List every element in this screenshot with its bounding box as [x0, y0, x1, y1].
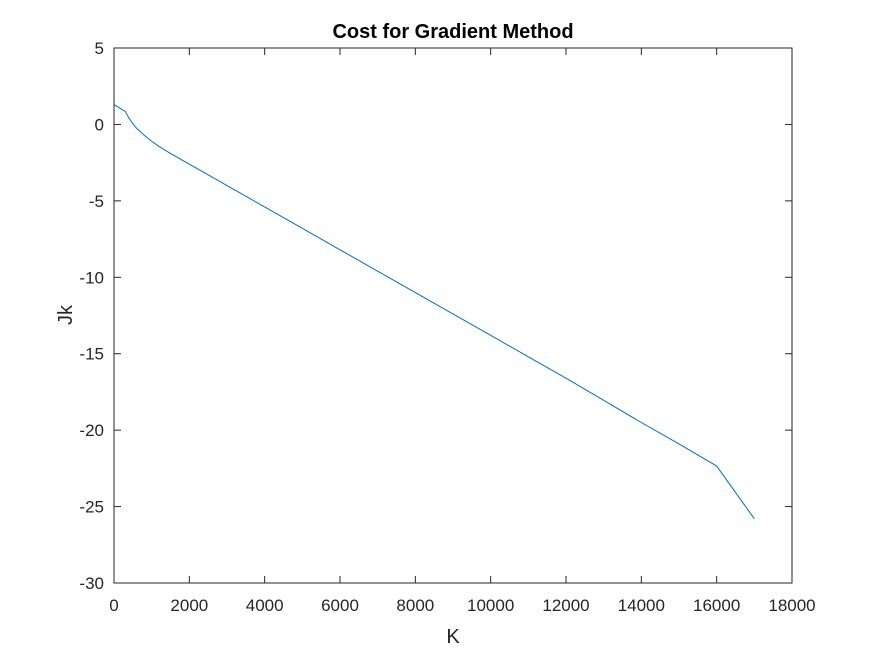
- x-tick-label: 2000: [170, 596, 208, 615]
- x-tick-label: 10000: [467, 596, 514, 615]
- x-axis-label: K: [446, 626, 460, 648]
- y-tick-label: -20: [79, 421, 104, 440]
- x-tick-label: 16000: [693, 596, 740, 615]
- x-axis: 0 2000 4000 6000 8000 10000 12000 14000 16000 180…: [109, 48, 816, 615]
- x-tick-label: 4000: [246, 596, 284, 615]
- y-tick-label: 0: [95, 115, 104, 134]
- plot-background: [114, 48, 792, 583]
- y-tick-label: -5: [89, 192, 104, 211]
- y-tick-label: 5: [95, 39, 104, 58]
- axes-box: [113, 47, 793, 584]
- y-tick-label: -25: [79, 498, 104, 517]
- x-tick-label: 12000: [542, 596, 589, 615]
- y-tick-label: -15: [79, 345, 104, 364]
- y-tick-label: -30: [79, 574, 104, 593]
- y-axis-label: Jk: [55, 304, 77, 325]
- y-tick-label: -10: [79, 268, 104, 287]
- y-axis: -30 -25 -20 -15 -10 -5 0 5: [79, 39, 792, 593]
- x-tick-label: 6000: [321, 596, 359, 615]
- x-tick-label: 14000: [618, 596, 665, 615]
- chart-title: Cost for Gradient Method: [332, 21, 573, 43]
- x-tick-label: 18000: [768, 596, 815, 615]
- series-line: [113, 104, 755, 520]
- x-tick-label: 0: [109, 596, 118, 615]
- x-tick-label: 8000: [396, 596, 434, 615]
